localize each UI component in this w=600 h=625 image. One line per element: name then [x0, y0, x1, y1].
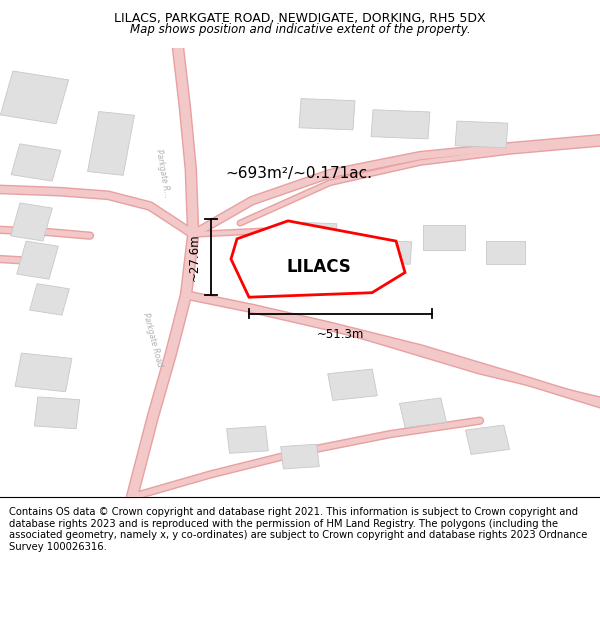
Text: Parkgate Road: Parkgate Road [142, 312, 164, 368]
Polygon shape [231, 221, 405, 298]
Polygon shape [299, 99, 355, 130]
Text: Map shows position and indicative extent of the property.: Map shows position and indicative extent… [130, 23, 470, 36]
Text: LILACS: LILACS [287, 258, 352, 276]
Text: ~27.6m: ~27.6m [187, 233, 200, 281]
Polygon shape [455, 121, 508, 148]
Text: ~51.3m: ~51.3m [317, 328, 364, 341]
Polygon shape [1, 71, 68, 124]
Polygon shape [11, 203, 52, 241]
Polygon shape [466, 425, 509, 454]
Polygon shape [17, 241, 58, 279]
Polygon shape [371, 241, 412, 264]
Polygon shape [11, 144, 61, 181]
Text: ~693m²/~0.171ac.: ~693m²/~0.171ac. [225, 166, 372, 181]
Text: Contains OS data © Crown copyright and database right 2021. This information is : Contains OS data © Crown copyright and d… [9, 508, 587, 552]
Polygon shape [227, 426, 268, 453]
Text: Parkgate R…: Parkgate R… [154, 149, 172, 199]
Polygon shape [486, 241, 525, 264]
Polygon shape [328, 369, 377, 401]
Polygon shape [423, 226, 465, 250]
Polygon shape [281, 444, 319, 469]
Polygon shape [15, 353, 72, 392]
Polygon shape [302, 222, 337, 248]
Polygon shape [29, 284, 70, 315]
Polygon shape [88, 111, 134, 175]
Text: LILACS, PARKGATE ROAD, NEWDIGATE, DORKING, RH5 5DX: LILACS, PARKGATE ROAD, NEWDIGATE, DORKIN… [114, 12, 486, 25]
Polygon shape [400, 398, 446, 428]
Polygon shape [371, 110, 430, 139]
Polygon shape [34, 397, 80, 429]
